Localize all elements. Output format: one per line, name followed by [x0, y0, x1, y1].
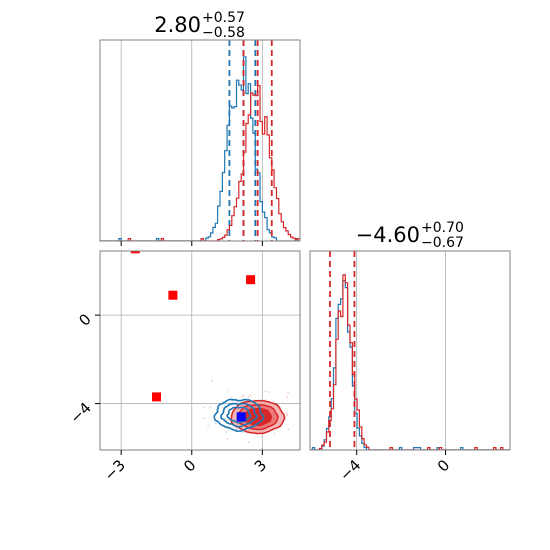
series-1-sample-point: [224, 402, 227, 405]
series-1-sample-point: [242, 431, 245, 434]
series-2-sample-point: [286, 414, 289, 417]
param1-histogram-panel: [100, 40, 300, 241]
series-1-sample-point: [214, 422, 217, 425]
y-tick-label-param2: 0: [75, 310, 94, 329]
series-1-sample-point: [230, 397, 233, 399]
series-2-sample-point: [267, 391, 270, 393]
series-2-sample-point: [273, 432, 276, 435]
marker-square: [168, 290, 178, 300]
series-2-sample-point: [247, 396, 250, 399]
series-2-sample-point: [226, 437, 229, 440]
series-2-sample-point: [235, 428, 238, 430]
joint-scatter-panel: [100, 251, 300, 450]
param1-title-plus: +0.57: [202, 10, 245, 26]
series-2-sample-point: [285, 412, 288, 415]
param2-histogram-panel: [310, 251, 510, 450]
param1-histogram-frame: [99, 39, 301, 242]
param2-histogram-series-1: [310, 280, 510, 450]
series-1-sample-point: [203, 406, 205, 409]
series-2-sample-point: [249, 394, 252, 397]
series-1-sample-point: [235, 428, 238, 430]
series-2-sample-point: [286, 396, 288, 398]
x-tick-label-param1: −3: [101, 456, 129, 484]
series-2-sample-point: [211, 379, 214, 382]
marker-square: [246, 275, 256, 285]
marker-square: [152, 392, 161, 402]
x-tick-label-param1: 3: [251, 456, 270, 475]
param1-title-minus: −0.58: [202, 25, 245, 41]
series-1-sample-point: [207, 425, 210, 427]
y-tick-label-param2: −4: [66, 399, 94, 427]
param2-title-plus: +0.70: [421, 220, 464, 236]
series-2-sample-point: [261, 447, 264, 450]
series-2-sample-point: [247, 441, 250, 444]
joint-scatter-frame: [99, 250, 301, 451]
series-1-sample-point: [264, 390, 267, 393]
x-tick-label-param2: −4: [336, 456, 364, 484]
series-1-sample-point: [225, 431, 228, 434]
param1-histogram-series-1: [100, 56, 300, 241]
x-tick-label-param1: 0: [180, 456, 199, 475]
truth-marker-blue: [236, 412, 246, 422]
axis-ticks: −3 0 3 −4 −4 0 0: [66, 39, 511, 484]
series-2-sample-point: [226, 419, 229, 422]
x-tick-label-param2: 0: [434, 456, 453, 475]
series-1-sample-point: [209, 406, 212, 409]
param2-histogram-frame: [309, 250, 511, 451]
series-1-sample-point: [227, 389, 230, 392]
series-1-sample-point: [217, 410, 220, 413]
series-2-sample-point: [241, 396, 244, 398]
series-1-sample-point: [203, 417, 206, 420]
series-1-contour-outer: [213, 398, 265, 433]
series-2-sample-point: [242, 394, 245, 397]
marker-square: [130, 251, 140, 254]
series-2-sample-point: [287, 428, 290, 431]
series-1-sample-point: [221, 406, 224, 409]
param2-title-minus: −0.67: [421, 235, 464, 251]
param2-title-value: −4.60: [356, 223, 420, 247]
param1-histogram-series-2: [100, 85, 300, 241]
param2-histogram-series-2: [310, 274, 510, 450]
series-1-contour-mid: [220, 402, 258, 428]
series-2-sample-point: [287, 391, 289, 394]
param1-title-value: 2.80: [154, 13, 201, 37]
series-2-sample-point: [235, 401, 238, 403]
